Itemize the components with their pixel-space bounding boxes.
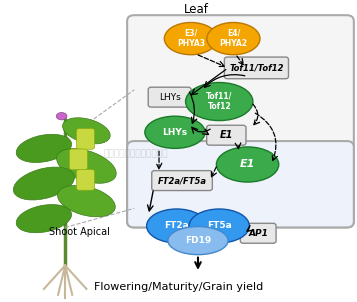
- FancyBboxPatch shape: [207, 125, 246, 145]
- Ellipse shape: [145, 116, 205, 148]
- FancyBboxPatch shape: [76, 128, 95, 149]
- FancyBboxPatch shape: [148, 87, 191, 107]
- Text: 深圳子科生物科技有限公司: 深圳子科生物科技有限公司: [104, 150, 168, 159]
- Ellipse shape: [216, 147, 279, 182]
- Ellipse shape: [16, 204, 71, 233]
- Text: FT2a: FT2a: [164, 221, 189, 230]
- Ellipse shape: [207, 23, 260, 55]
- Text: LHYs: LHYs: [162, 128, 187, 137]
- Ellipse shape: [16, 134, 71, 162]
- Text: FD19: FD19: [185, 236, 211, 245]
- Ellipse shape: [189, 209, 249, 243]
- Text: LHYs: LHYs: [159, 93, 181, 102]
- Ellipse shape: [57, 185, 115, 217]
- FancyBboxPatch shape: [240, 223, 276, 243]
- FancyBboxPatch shape: [127, 15, 354, 227]
- Text: Flowering/Maturity/Grain yield: Flowering/Maturity/Grain yield: [94, 281, 263, 291]
- Ellipse shape: [56, 149, 116, 183]
- Text: Tof11/Tof12: Tof11/Tof12: [229, 63, 284, 72]
- Ellipse shape: [62, 118, 110, 144]
- Text: E1: E1: [240, 159, 255, 169]
- Ellipse shape: [56, 113, 67, 120]
- Ellipse shape: [147, 209, 207, 243]
- FancyBboxPatch shape: [76, 169, 95, 190]
- Text: E3/
PHYA3: E3/ PHYA3: [177, 29, 205, 48]
- Ellipse shape: [186, 82, 253, 120]
- FancyBboxPatch shape: [69, 149, 87, 170]
- FancyBboxPatch shape: [127, 141, 354, 227]
- Text: E4/
PHYA2: E4/ PHYA2: [220, 29, 247, 48]
- Text: Shoot Apical: Shoot Apical: [49, 227, 110, 237]
- Text: Leaf: Leaf: [184, 3, 208, 16]
- Ellipse shape: [13, 167, 75, 200]
- Text: FT2a/FT5a: FT2a/FT5a: [157, 176, 207, 185]
- Text: FT5a: FT5a: [207, 221, 232, 230]
- Text: Tof11/
Tof12: Tof11/ Tof12: [206, 92, 232, 111]
- Ellipse shape: [164, 23, 217, 55]
- Ellipse shape: [168, 226, 228, 255]
- FancyBboxPatch shape: [224, 57, 288, 79]
- Text: E1: E1: [220, 130, 233, 140]
- FancyBboxPatch shape: [152, 171, 212, 191]
- Text: AP1: AP1: [248, 229, 268, 238]
